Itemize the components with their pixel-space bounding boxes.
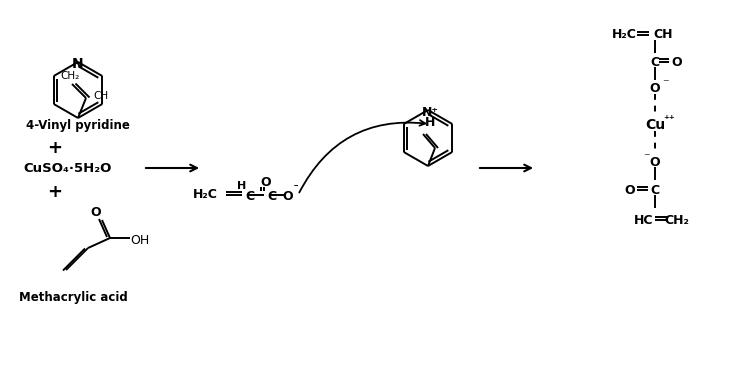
Text: O: O bbox=[672, 55, 683, 69]
Text: O: O bbox=[624, 183, 635, 197]
Text: H: H bbox=[238, 181, 246, 191]
Text: Cu: Cu bbox=[645, 118, 665, 132]
Text: +: + bbox=[47, 139, 63, 157]
Text: N⁺: N⁺ bbox=[421, 106, 438, 118]
Text: C: C bbox=[650, 55, 660, 69]
Text: ¯: ¯ bbox=[293, 184, 299, 197]
Text: O: O bbox=[649, 82, 661, 94]
Text: CuSO₄·5H₂O: CuSO₄·5H₂O bbox=[24, 162, 112, 175]
Text: ⁻: ⁻ bbox=[643, 152, 649, 165]
Text: HC: HC bbox=[633, 214, 653, 227]
Text: O: O bbox=[283, 190, 293, 203]
Text: C: C bbox=[245, 190, 254, 203]
Text: CH: CH bbox=[93, 91, 108, 101]
Text: CH₂: CH₂ bbox=[61, 71, 80, 81]
Text: H₂C: H₂C bbox=[193, 189, 218, 201]
Text: 4-Vinyl pyridine: 4-Vinyl pyridine bbox=[26, 118, 130, 131]
Text: Methacrylic acid: Methacrylic acid bbox=[18, 292, 128, 304]
Text: ⁺⁺: ⁺⁺ bbox=[663, 115, 675, 125]
Text: O: O bbox=[91, 206, 101, 218]
Text: ⁻: ⁻ bbox=[662, 77, 669, 90]
Text: N: N bbox=[72, 57, 84, 71]
Text: OH: OH bbox=[131, 234, 150, 246]
Text: CH₂: CH₂ bbox=[664, 214, 689, 227]
Text: H: H bbox=[425, 115, 435, 128]
Text: C: C bbox=[267, 190, 276, 203]
Text: O: O bbox=[261, 176, 272, 190]
Text: CH: CH bbox=[653, 28, 673, 41]
Text: +: + bbox=[47, 183, 63, 201]
Text: H₂C: H₂C bbox=[612, 28, 637, 41]
Text: C: C bbox=[650, 183, 660, 197]
Text: O: O bbox=[649, 155, 661, 169]
